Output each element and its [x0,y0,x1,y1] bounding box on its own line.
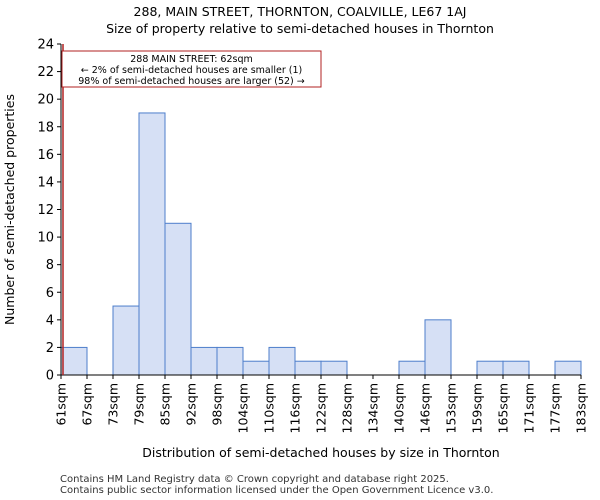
bar [268,346,296,376]
bar [294,360,322,376]
bar [476,360,504,376]
annotation-line: 288 MAIN STREET: 62sqm [130,54,253,65]
y-tick-label: 16 [37,148,54,163]
x-tick-label: 140sqm [392,383,407,433]
x-axis-title: Distribution of semi-detached houses by … [142,445,499,460]
y-tick-label: 8 [46,258,54,273]
x-tick-label: 159sqm [470,383,485,433]
bar [216,346,244,376]
bar [424,319,452,376]
x-tick-label: 104sqm [236,383,251,433]
x-tick-label: 171sqm [522,383,537,433]
annotation-box [61,50,322,88]
y-tick-label: 4 [46,313,54,328]
y-tick-label: 10 [37,231,54,246]
bar [60,346,88,376]
x-tick-label: 110sqm [262,383,277,433]
bar [320,360,348,376]
y-tick-label: 24 [37,38,54,53]
bar [164,222,192,376]
x-tick-label: 122sqm [314,383,329,433]
footer-copyright: Contains HM Land Registry data © Crown c… [60,474,449,485]
y-tick-label: 14 [37,175,54,190]
x-tick-label: 67sqm [80,383,95,426]
x-tick-label: 134sqm [366,383,381,433]
x-tick-label: 79sqm [132,383,147,426]
x-tick-label: 61sqm [54,383,69,426]
x-tick-label: 85sqm [158,383,173,426]
x-tick-label: 165sqm [496,383,511,433]
bar [398,360,426,376]
y-tick-label: 0 [46,369,54,384]
annotation-line: 98% of semi-detached houses are larger (… [78,76,305,87]
y-tick-label: 6 [46,286,54,301]
x-tick-label: 73sqm [106,383,121,426]
x-tick-label: 128sqm [340,383,355,433]
x-tick-label: 146sqm [418,383,433,433]
y-tick-label: 2 [46,341,54,356]
y-tick-label: 12 [37,203,54,218]
x-tick-label: 183sqm [574,383,589,433]
bar [190,346,218,376]
bar [554,360,582,376]
bar [138,112,166,376]
x-tick-label: 98sqm [210,383,225,426]
y-axis-title: Number of semi-detached properties [2,94,17,325]
bar [242,360,270,376]
x-tick-label: 92sqm [184,383,199,426]
y-tick-label: 20 [37,93,54,108]
y-tick-label: 18 [37,120,54,135]
chart-subtitle: Size of property relative to semi-detach… [106,21,494,36]
y-tick-label: 22 [37,65,54,80]
x-tick-label: 116sqm [288,383,303,433]
bar [112,305,140,376]
x-tick-label: 177sqm [548,383,563,433]
annotation-line: ← 2% of semi-detached houses are smaller… [81,65,302,76]
x-tick-label: 153sqm [444,383,459,433]
bar [502,360,530,376]
footer-licence: Contains public sector information licen… [60,485,494,496]
chart-title: 288, MAIN STREET, THORNTON, COALVILLE, L… [133,4,467,19]
